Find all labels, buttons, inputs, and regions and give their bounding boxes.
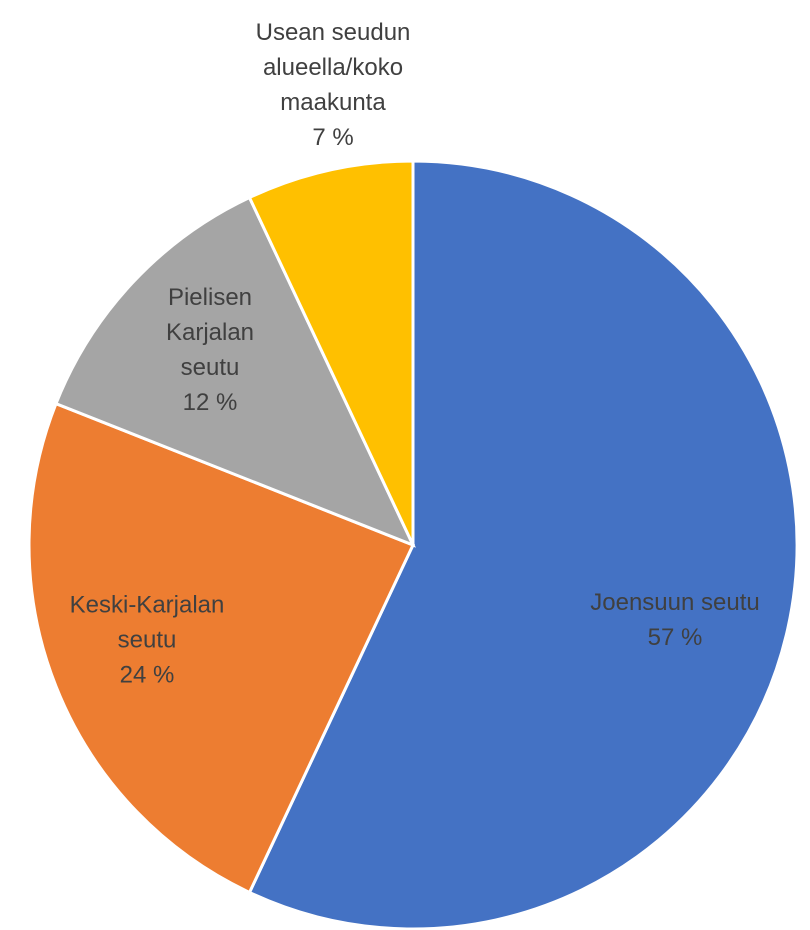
slice-label: Joensuun seutu 57 % [555, 585, 795, 655]
slice-label: Usean seudun alueella/koko maakunta 7 % [218, 15, 448, 155]
pie-slice [247, 159, 415, 546]
pie-slice [247, 159, 799, 930]
slice-label: Pielisen Karjalan seutu 12 % [145, 280, 275, 420]
slice-label: Keski-Karjalan seutu 24 % [42, 588, 252, 693]
value-label: 12 % [182, 389, 238, 416]
value-label: 24 % [119, 661, 175, 689]
category-label: Joensuun seutu [590, 589, 760, 616]
value-label: 57 % [647, 624, 703, 651]
pie-slice [27, 401, 416, 895]
pie-slice [54, 195, 416, 548]
category-label: Keski-Karjalan seutu [69, 591, 225, 654]
category-label: Pielisen Karjalan seutu [165, 284, 255, 381]
value-label: 7 % [312, 124, 354, 151]
category-label: Usean seudun alueella/koko maakunta [255, 19, 411, 116]
